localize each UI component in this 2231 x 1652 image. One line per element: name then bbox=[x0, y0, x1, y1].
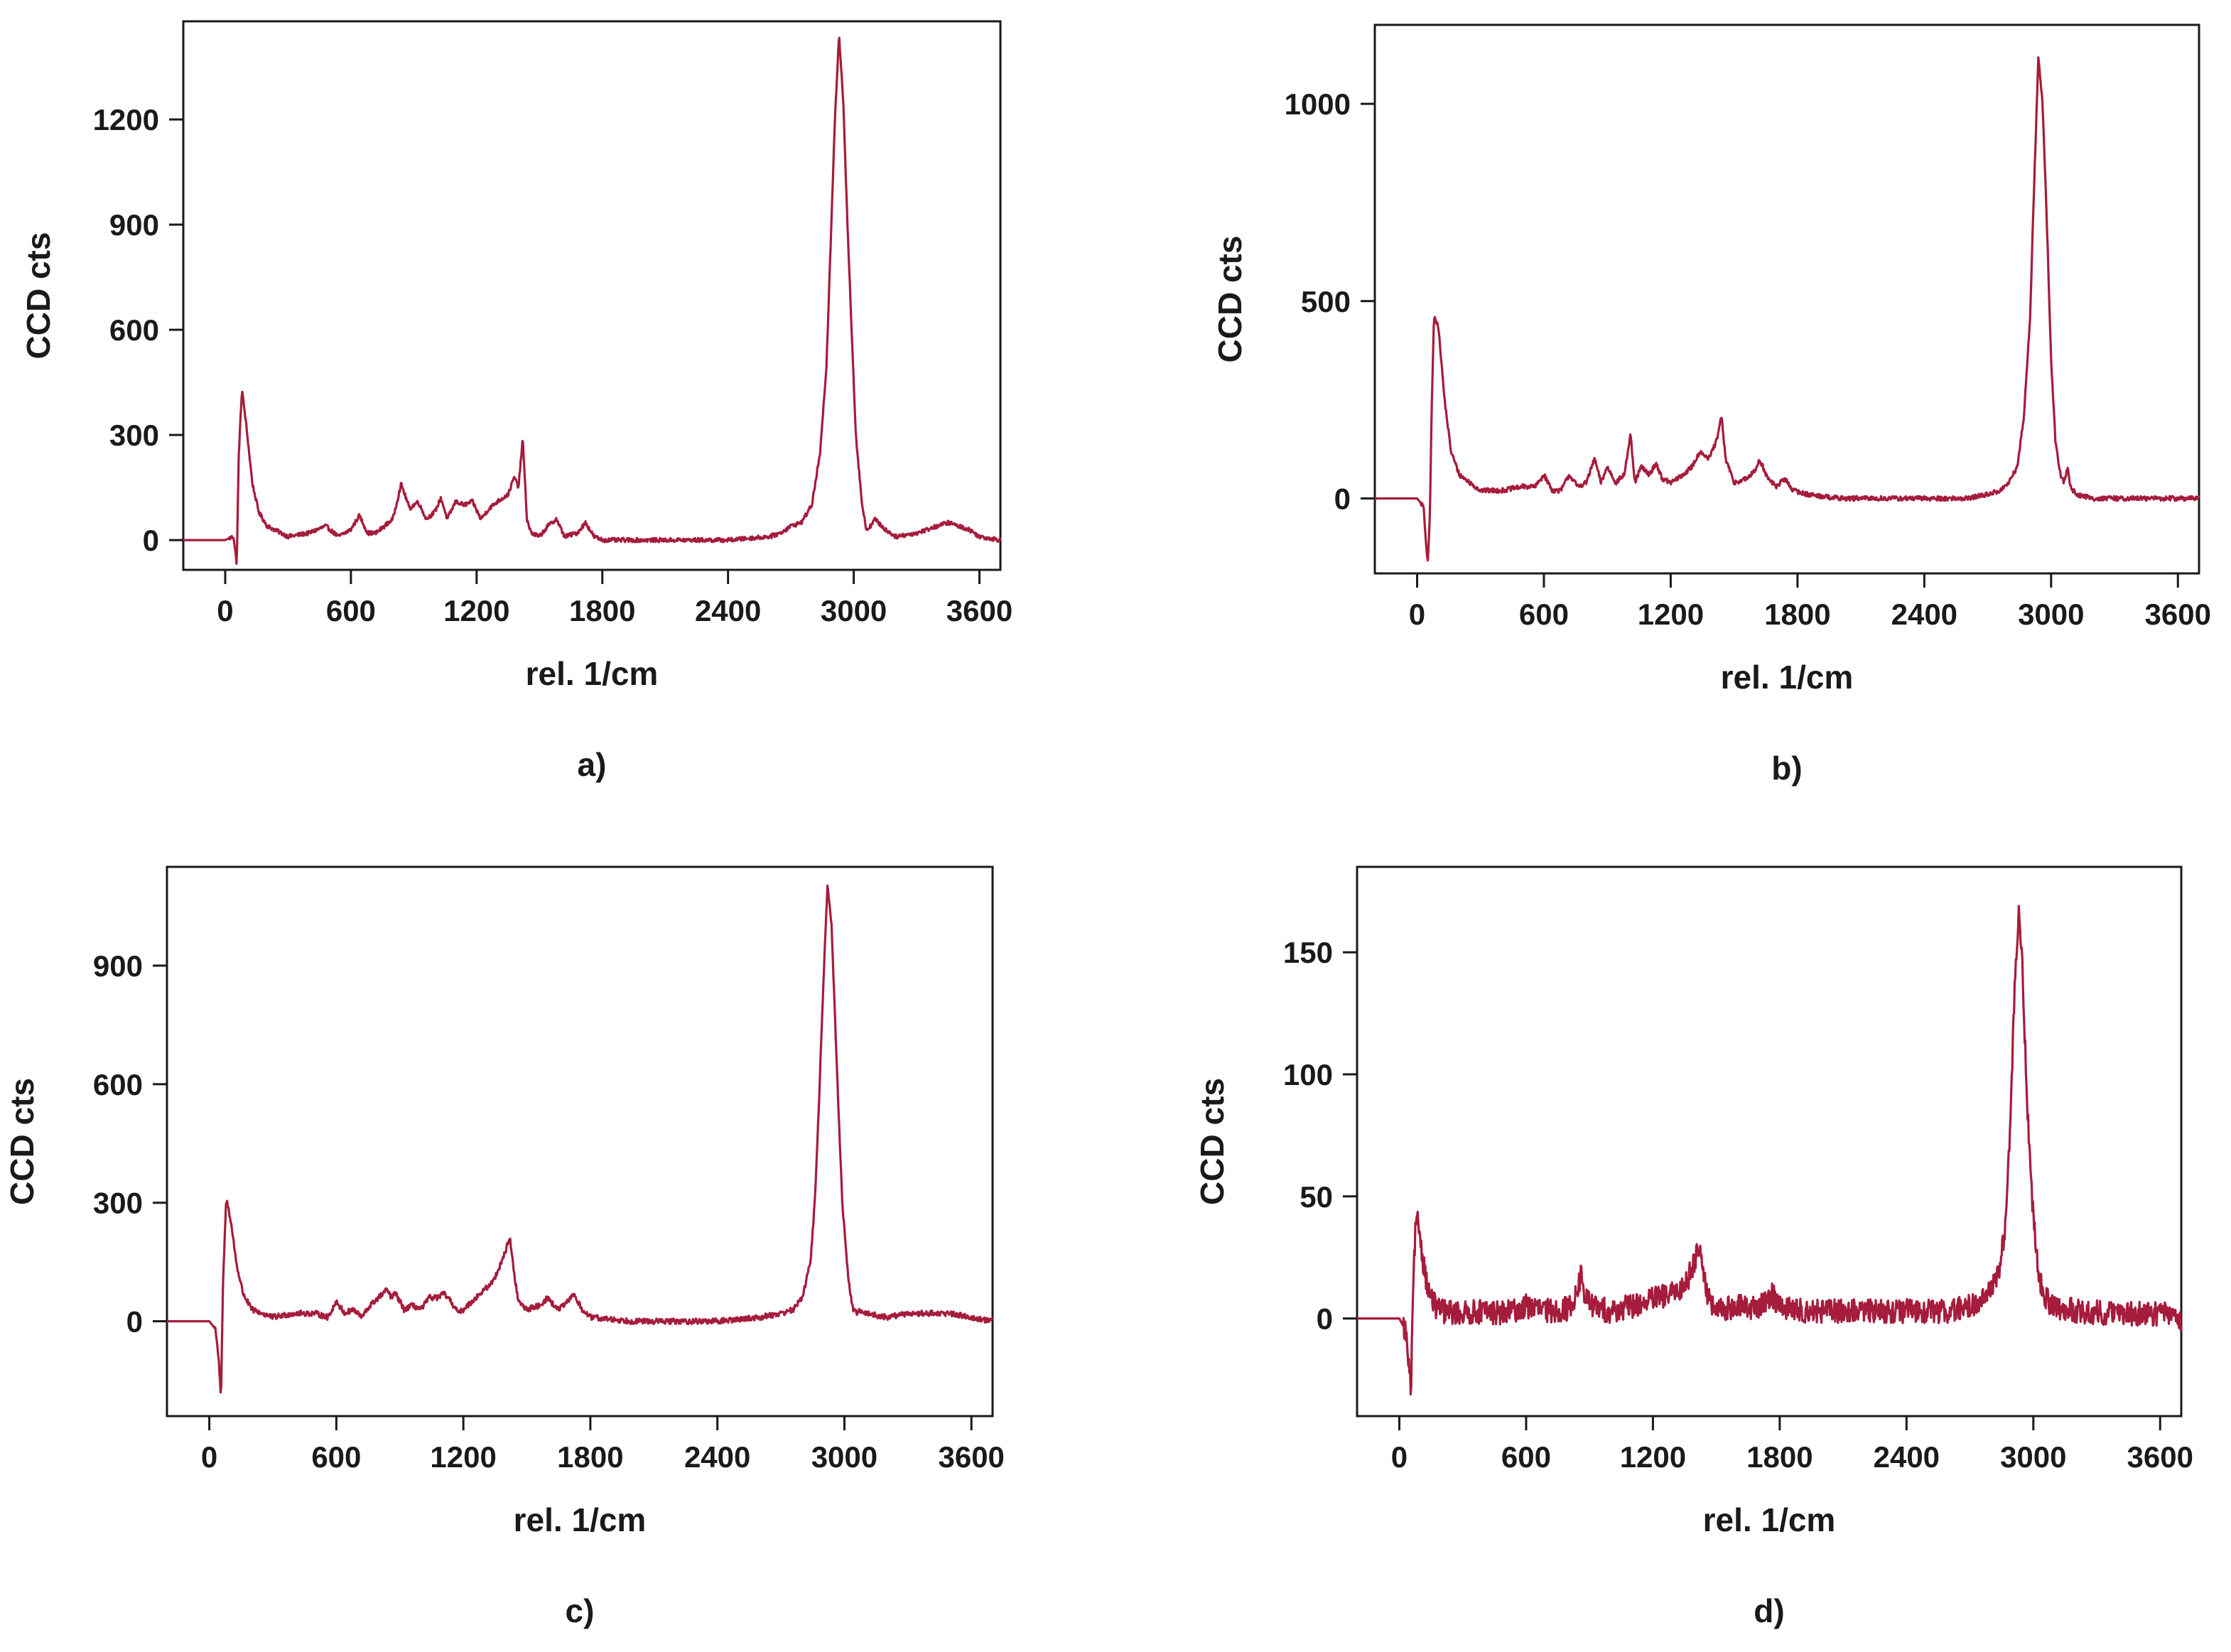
y-tick-label: 900 bbox=[93, 949, 143, 983]
x-tick-label: 2400 bbox=[695, 594, 761, 627]
x-tick-label: 1800 bbox=[1746, 1440, 1813, 1474]
y-tick-label: 0 bbox=[1334, 482, 1351, 515]
plot-frame bbox=[1356, 865, 2183, 1418]
x-tick-label: 2400 bbox=[1891, 598, 1957, 631]
x-axis-label: rel. 1/cm bbox=[1721, 659, 1854, 696]
x-tick-label: 3000 bbox=[811, 1440, 877, 1474]
spectrum-line bbox=[183, 36, 1002, 565]
y-tick-label: 0 bbox=[126, 1305, 143, 1339]
chart-panel-b: 0 600 1200 1800 2400 3000 3600 0 500 1000 rel. 1/c… bbox=[1211, 23, 2211, 787]
y-tick-label: 0 bbox=[143, 524, 159, 557]
y-tick-label: 500 bbox=[1301, 285, 1351, 318]
x-axis-label: rel. 1/cm bbox=[1703, 1501, 1836, 1538]
chart-panel-c: 0 600 1200 1800 2400 3000 3600 0 300 600 900 rel. 1… bbox=[4, 865, 1005, 1629]
chart-panel-a: 0 600 1200 1800 2400 3000 3600 0 300 600 900 1200 re… bbox=[20, 20, 1012, 783]
y-axis-label: CCD cts bbox=[1194, 1078, 1231, 1205]
x-axis-label: rel. 1/cm bbox=[526, 655, 659, 692]
y-tick-label: 0 bbox=[1317, 1302, 1333, 1336]
x-tick-label: 1800 bbox=[557, 1440, 623, 1474]
x-tick-label: 0 bbox=[1409, 598, 1425, 631]
plot-frame bbox=[166, 865, 994, 1418]
x-tick-label: 600 bbox=[311, 1440, 361, 1474]
x-tick-label: 1800 bbox=[1764, 598, 1830, 631]
x-axis-label: rel. 1/cm bbox=[514, 1501, 647, 1538]
y-tick-label: 300 bbox=[109, 419, 159, 452]
x-tick-label: 3600 bbox=[2145, 598, 2211, 631]
x-tick-label: 1200 bbox=[1638, 598, 1704, 631]
x-tick-label: 600 bbox=[326, 594, 376, 627]
x-tick-label: 600 bbox=[1501, 1440, 1551, 1474]
spectrum-line bbox=[1356, 905, 2183, 1395]
plot-frame bbox=[1373, 23, 2200, 575]
panel-label: d) bbox=[1754, 1592, 1784, 1629]
x-tick-label: 3000 bbox=[821, 594, 887, 627]
y-tick-label: 300 bbox=[93, 1187, 143, 1220]
y-axis-label: CCD cts bbox=[1211, 236, 1248, 363]
x-tick-label: 0 bbox=[217, 594, 233, 627]
x-tick-label: 1200 bbox=[430, 1440, 496, 1474]
y-axis-label: CCD cts bbox=[20, 232, 57, 360]
x-tick-label: 0 bbox=[1391, 1440, 1408, 1474]
y-tick-label: 100 bbox=[1283, 1058, 1333, 1091]
x-tick-label: 2400 bbox=[1874, 1440, 1940, 1474]
panel-label: c) bbox=[566, 1592, 595, 1629]
spectrum-line bbox=[1374, 56, 2200, 562]
x-tick-label: 0 bbox=[201, 1440, 217, 1474]
x-tick-label: 3000 bbox=[2018, 598, 2084, 631]
x-tick-label: 3600 bbox=[938, 1440, 1004, 1474]
x-tick-label: 600 bbox=[1519, 598, 1569, 631]
spectrum-line bbox=[166, 884, 994, 1394]
x-tick-label: 1800 bbox=[569, 594, 635, 627]
y-tick-label: 900 bbox=[109, 208, 159, 242]
y-tick-label: 600 bbox=[109, 313, 159, 347]
panel-label: a) bbox=[578, 746, 607, 783]
y-tick-label: 50 bbox=[1300, 1180, 1333, 1214]
panel-label: b) bbox=[1771, 750, 1802, 787]
y-axis-label: CCD cts bbox=[4, 1078, 40, 1205]
x-tick-label: 2400 bbox=[684, 1440, 750, 1474]
plot-frame bbox=[182, 20, 1002, 571]
x-tick-label: 3600 bbox=[2127, 1440, 2193, 1474]
y-tick-label: 150 bbox=[1283, 936, 1333, 969]
x-tick-label: 3000 bbox=[2000, 1440, 2066, 1474]
chart-panel-d: 0 600 1200 1800 2400 3000 3600 0 50 100 150 rel. 1/… bbox=[1194, 865, 2193, 1629]
y-tick-label: 1000 bbox=[1285, 87, 1351, 121]
x-tick-label: 1200 bbox=[1620, 1440, 1686, 1474]
x-tick-label: 3600 bbox=[946, 594, 1012, 627]
x-tick-label: 1200 bbox=[443, 594, 509, 627]
y-tick-label: 1200 bbox=[93, 103, 159, 136]
y-tick-label: 600 bbox=[93, 1068, 143, 1101]
